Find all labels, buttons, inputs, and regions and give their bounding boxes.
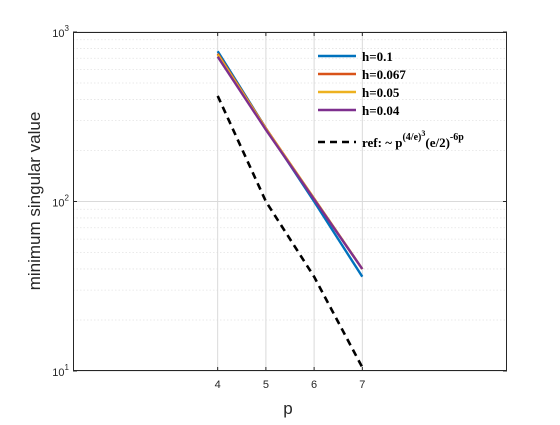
- y-axis-title: minimum singular value: [25, 112, 44, 291]
- x-tick-label: 4: [215, 379, 221, 391]
- legend-label: h=0.067: [362, 67, 406, 82]
- legend-label: ref: ~ p(4/e)3(e/2)-6p: [362, 129, 464, 150]
- x-tick-labels: 4 5 6 7: [215, 379, 366, 391]
- series-layer: [216, 50, 364, 369]
- legend-label: h=0.1: [362, 49, 393, 64]
- minor-gridlines: [73, 39, 507, 321]
- x-tick-label: 7: [359, 379, 365, 391]
- series-line: [216, 95, 364, 369]
- y-tick-label: 102: [52, 194, 69, 210]
- legend-label: h=0.05: [362, 85, 400, 100]
- y-tick-label: 103: [52, 24, 69, 40]
- legend-label: h=0.04: [362, 103, 400, 118]
- series-line: [216, 56, 364, 270]
- x-axis-title: p: [283, 399, 292, 418]
- x-tick-label: 5: [263, 379, 269, 391]
- x-tick-label: 6: [311, 379, 317, 391]
- axis-ticks: [73, 31, 507, 372]
- legend: h=0.1 h=0.067 h=0.05 h=0.04 ref: ~ p(4/e)3(e…: [318, 49, 464, 150]
- y-tick-label: 101: [52, 363, 69, 379]
- y-tick-labels: 101 102 103: [52, 24, 69, 379]
